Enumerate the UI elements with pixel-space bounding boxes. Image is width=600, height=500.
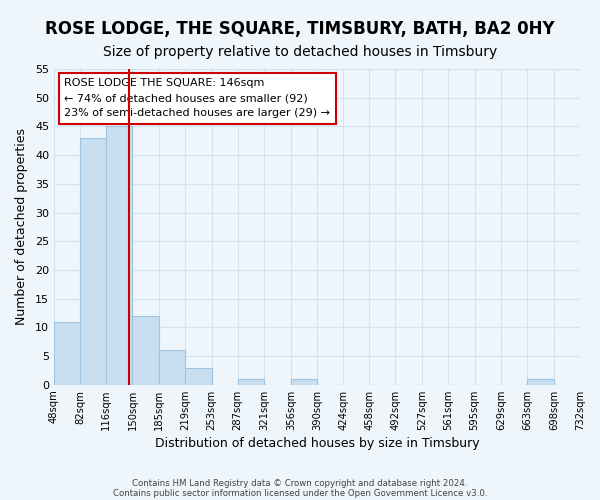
- Bar: [238, 379, 264, 385]
- Text: ROSE LODGE THE SQUARE: 146sqm
← 74% of detached houses are smaller (92)
23% of s: ROSE LODGE THE SQUARE: 146sqm ← 74% of d…: [64, 78, 331, 118]
- Text: ROSE LODGE, THE SQUARE, TIMSBURY, BATH, BA2 0HY: ROSE LODGE, THE SQUARE, TIMSBURY, BATH, …: [45, 20, 555, 38]
- Bar: [133, 316, 159, 385]
- Y-axis label: Number of detached properties: Number of detached properties: [15, 128, 28, 326]
- Bar: [185, 368, 212, 385]
- Bar: [80, 138, 106, 385]
- Bar: [527, 379, 554, 385]
- X-axis label: Distribution of detached houses by size in Timsbury: Distribution of detached houses by size …: [155, 437, 479, 450]
- Bar: [106, 126, 133, 385]
- Bar: [159, 350, 185, 385]
- Bar: [54, 322, 80, 385]
- Text: Contains public sector information licensed under the Open Government Licence v3: Contains public sector information licen…: [113, 488, 487, 498]
- Text: Contains HM Land Registry data © Crown copyright and database right 2024.: Contains HM Land Registry data © Crown c…: [132, 478, 468, 488]
- Text: Size of property relative to detached houses in Timsbury: Size of property relative to detached ho…: [103, 45, 497, 59]
- Bar: [291, 379, 317, 385]
